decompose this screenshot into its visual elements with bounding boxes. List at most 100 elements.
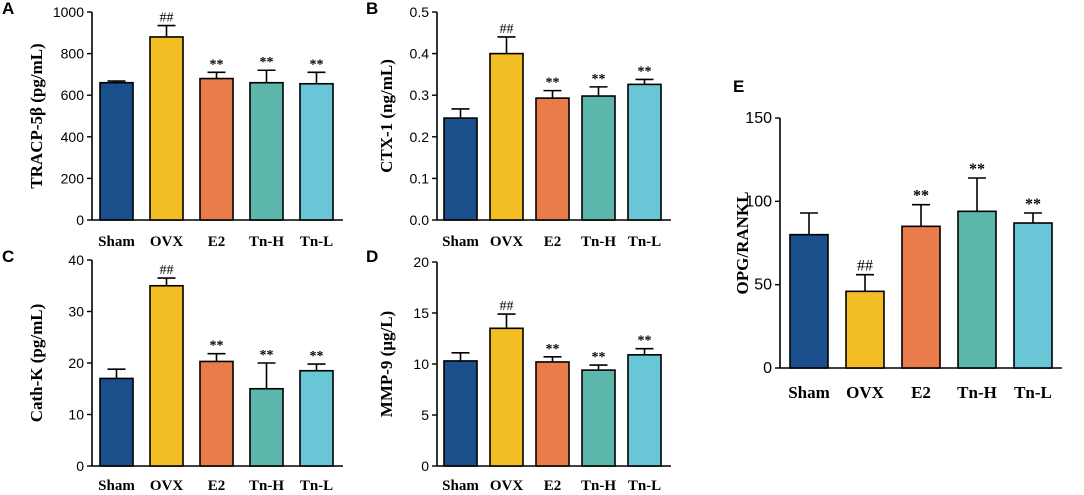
bar-tn-l (299, 82, 334, 221)
y-tick-label: 200 (61, 170, 85, 186)
y-tick-label: 40 (68, 252, 84, 268)
x-category-label: Tn-H (957, 383, 997, 402)
x-category-label: OVX (846, 383, 885, 402)
x-category-label: E2 (544, 478, 562, 494)
x-category-label: OVX (490, 478, 524, 494)
x-category-label: Tn-L (628, 478, 661, 494)
x-category-label: Sham (442, 234, 479, 250)
y-axis-label: TRACP-5β (pg/mL) (27, 43, 46, 188)
significance-label: ** (260, 348, 274, 363)
x-category-label: E2 (208, 234, 226, 250)
bar-e2 (199, 360, 234, 467)
bar-tn-l (1013, 222, 1053, 369)
bar-sham (443, 360, 478, 467)
y-tick-label: 0.1 (410, 170, 430, 186)
significance-label: ## (160, 11, 174, 26)
x-category-label: Tn-L (628, 234, 661, 250)
y-tick-label: 15 (413, 305, 429, 321)
significance-label: ** (638, 334, 652, 349)
y-tick-label: 10 (413, 356, 429, 372)
y-axis-label: OPG/RANKL (733, 192, 752, 295)
significance-label: ## (160, 263, 174, 278)
chart-panel-D: D 0 5 10 15 20 MMP-9 (μg/L) Sham ## OVX ** E2 ** Tn-H… (366, 247, 671, 494)
panel-label: A (2, 0, 14, 18)
y-tick-label: 0.0 (410, 212, 430, 228)
panel-label: E (733, 77, 744, 96)
bar-e2 (535, 97, 570, 221)
x-category-label: Tn-H (581, 234, 616, 250)
significance-label: ** (546, 342, 560, 357)
y-tick-label: 0 (76, 212, 84, 228)
bar-tn-l (627, 83, 662, 221)
bar-tn-l (627, 354, 662, 467)
y-tick-label: 50 (754, 277, 772, 294)
y-tick-label: 1000 (53, 4, 84, 20)
bar-ovx (489, 52, 524, 221)
y-axis-label: Cath-K (pg/mL) (27, 304, 46, 423)
bar-tn-h (957, 210, 997, 369)
significance-label: ## (857, 258, 873, 275)
x-category-label: Sham (788, 383, 830, 402)
x-category-label: Sham (98, 234, 135, 250)
bar-ovx (489, 327, 524, 467)
x-category-label: E2 (544, 234, 562, 250)
x-category-label: OVX (150, 234, 184, 250)
significance-label: ** (1025, 196, 1041, 213)
significance-label: ** (210, 339, 224, 354)
bar-tn-h (581, 369, 616, 467)
y-tick-label: 800 (61, 46, 85, 62)
y-tick-label: 100 (745, 193, 772, 210)
bar-e2 (199, 77, 234, 221)
panel-label: D (366, 247, 378, 266)
x-category-label: Sham (442, 478, 479, 494)
y-tick-label: 150 (745, 110, 772, 127)
x-category-label: OVX (150, 478, 184, 494)
y-tick-label: 0.3 (410, 87, 430, 103)
bar-sham (99, 377, 134, 467)
bar-tn-h (249, 387, 284, 467)
bar-tn-h (249, 81, 284, 221)
chart-panel-C: C 0 10 20 30 40 Cath-K (pg/mL) Sham ## OVX ** E2 ** T… (2, 247, 343, 494)
y-tick-label: 400 (61, 129, 85, 145)
bar-ovx (845, 290, 885, 369)
bar-e2 (901, 225, 941, 369)
y-tick-label: 0.2 (410, 129, 430, 145)
significance-label: ** (310, 57, 324, 72)
y-tick-label: 5 (421, 407, 429, 423)
significance-label: ** (913, 188, 929, 205)
y-tick-label: 0.5 (410, 4, 430, 20)
significance-label: ** (210, 57, 224, 72)
x-category-label: Tn-L (300, 234, 333, 250)
x-category-label: Tn-H (249, 478, 284, 494)
bar-tn-l (299, 369, 334, 467)
y-axis-label: MMP-9 (μg/L) (377, 311, 396, 417)
panel-label: C (2, 247, 14, 266)
y-tick-label: 0 (421, 458, 429, 474)
significance-label: ** (592, 350, 606, 365)
x-category-label: Sham (98, 478, 135, 494)
bar-e2 (535, 361, 570, 467)
y-tick-label: 20 (68, 355, 84, 371)
bar-sham (789, 233, 829, 369)
y-tick-label: 0.4 (410, 46, 430, 62)
bar-tn-h (581, 95, 616, 221)
y-tick-label: 10 (68, 407, 84, 423)
bar-sham (443, 117, 478, 221)
x-category-label: Tn-H (249, 234, 284, 250)
bar-ovx (149, 284, 184, 467)
significance-label: ** (592, 72, 606, 87)
significance-label: ## (500, 22, 514, 37)
significance-label: ** (638, 64, 652, 79)
chart-panel-E: E 0 50 100 150 OPG/RANKL Sham ## OVX ** E2 ** Tn-H **… (733, 77, 1062, 402)
chart-panel-B: B 0.0 0.1 0.2 0.3 0.4 0.5 CTX-1 (ng/mL) Sham ## OV… (366, 0, 671, 250)
chart-panel-A: A 0 200 400 600 800 1000 TRACP-5β (pg/mL) Sham ##… (2, 0, 343, 250)
y-axis-label: CTX-1 (ng/mL) (377, 59, 396, 173)
x-category-label: Tn-H (581, 478, 616, 494)
y-tick-label: 30 (68, 304, 84, 320)
y-tick-label: 600 (61, 87, 85, 103)
significance-label: ** (310, 349, 324, 364)
bar-ovx (149, 36, 184, 221)
bar-sham (99, 81, 134, 221)
significance-label: ## (500, 299, 514, 314)
